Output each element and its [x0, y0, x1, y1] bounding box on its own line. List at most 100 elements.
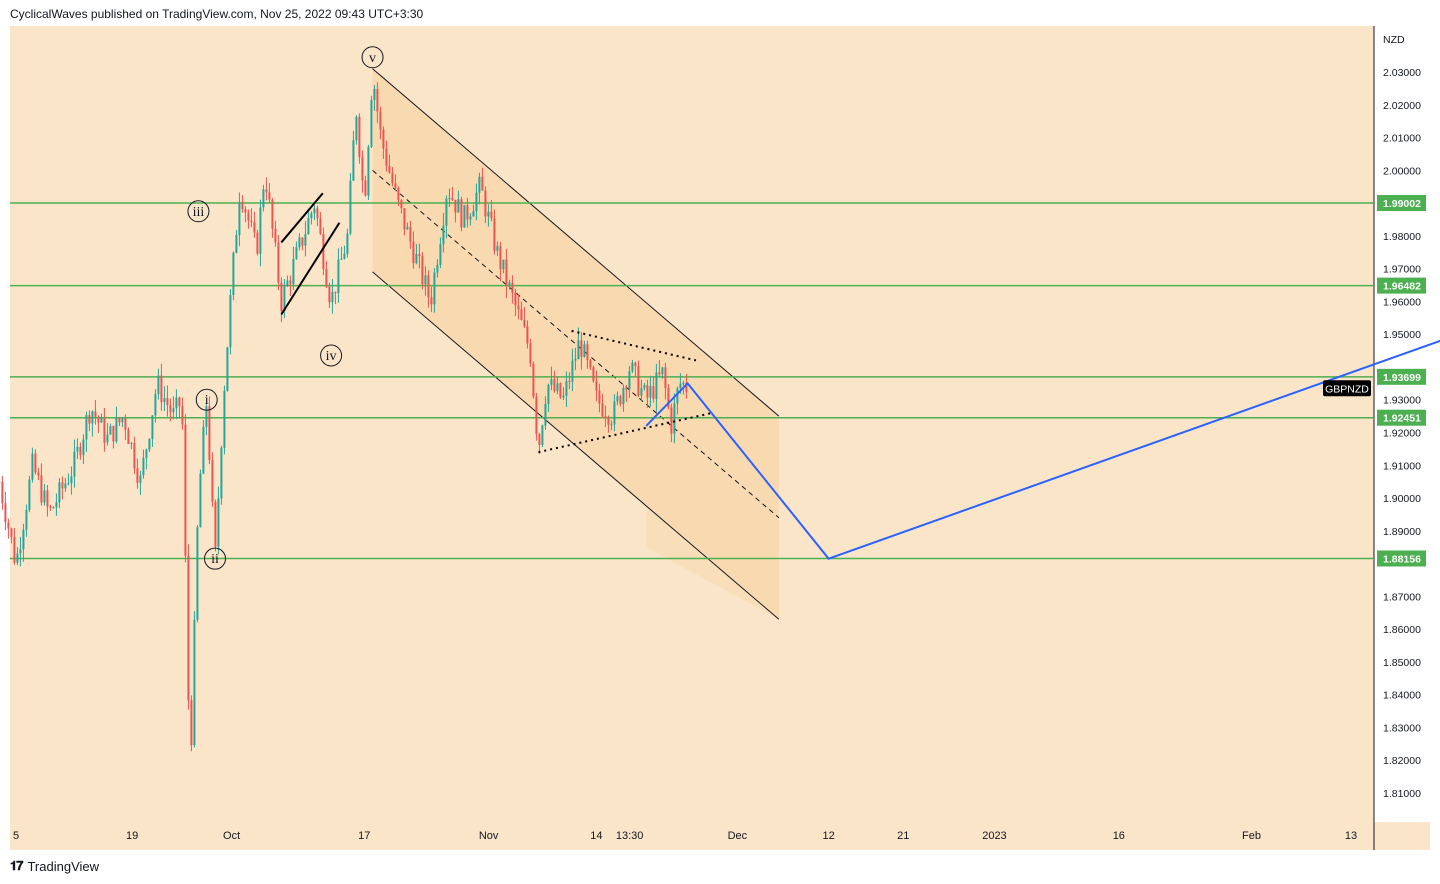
- candle-body: [409, 226, 412, 242]
- candle-body: [82, 439, 85, 456]
- candle-body: [490, 211, 493, 219]
- wedge-trend-line[interactable]: [280, 222, 341, 316]
- price-tick-label: 1.95000: [1383, 329, 1421, 341]
- candle-body: [286, 280, 289, 286]
- candle-body: [43, 490, 46, 503]
- candle-body: [217, 498, 220, 547]
- candle-body: [130, 442, 133, 444]
- price-level-tag[interactable]: [1377, 368, 1426, 385]
- projection-path[interactable]: [645, 334, 1440, 560]
- candle-body: [1, 481, 4, 504]
- candle-body: [202, 426, 205, 474]
- wave-label-circle: [195, 388, 218, 411]
- price-level-tag-label: 1.88156: [1383, 553, 1421, 565]
- time-tick-label: 16: [1113, 830, 1125, 842]
- candle-body: [151, 415, 154, 440]
- candle-body: [664, 367, 667, 389]
- candle-body: [568, 380, 571, 382]
- candle-body: [337, 259, 340, 294]
- candle-body: [682, 383, 685, 385]
- candle-body: [91, 411, 94, 424]
- candle-body: [247, 212, 250, 221]
- candle-body: [475, 192, 478, 212]
- candle-body: [397, 187, 400, 201]
- candle-body: [34, 453, 37, 473]
- channel-median-line[interactable]: [372, 169, 780, 519]
- price-tick-label: 1.96000: [1383, 296, 1421, 308]
- candle-body: [628, 371, 631, 390]
- candle-body: [241, 202, 244, 210]
- candle-body: [622, 387, 625, 405]
- time-axis-area[interactable]: [10, 822, 1430, 850]
- candle-body: [430, 297, 433, 305]
- time-tick-label: 14: [590, 830, 602, 842]
- price-level-tag[interactable]: [1377, 550, 1426, 567]
- candle-body: [70, 476, 73, 484]
- candle-body: [304, 234, 307, 246]
- price-level-tag-label: 1.99002: [1383, 198, 1421, 210]
- candle-body: [643, 385, 646, 389]
- candle-body: [238, 202, 241, 236]
- candle-body: [505, 259, 508, 286]
- candle-body: [523, 319, 526, 327]
- candle-body: [481, 176, 484, 191]
- candle-body: [385, 148, 388, 166]
- candle-body: [40, 475, 43, 503]
- price-level-tag[interactable]: [1377, 409, 1426, 426]
- candle-body: [478, 176, 481, 193]
- candle-body: [79, 446, 82, 456]
- candle-body: [298, 237, 301, 248]
- price-tick-label: 1.98000: [1383, 231, 1421, 243]
- candle-body: [124, 418, 127, 430]
- candle-body: [589, 360, 592, 368]
- candle-body: [295, 247, 298, 259]
- symbol-tag[interactable]: [1323, 380, 1371, 397]
- candle-body: [616, 396, 619, 402]
- candle-body: [118, 417, 121, 423]
- candle-body: [133, 442, 136, 469]
- candle-body: [250, 220, 253, 223]
- price-tick-label: 1.83000: [1383, 722, 1421, 734]
- candle-body: [187, 555, 190, 701]
- wedge-trend-line[interactable]: [280, 192, 324, 244]
- candle-body: [436, 264, 439, 273]
- candle-body: [55, 502, 58, 508]
- candle-body: [550, 379, 553, 385]
- candle-body: [586, 344, 589, 361]
- brand-name: TradingView: [27, 858, 100, 874]
- candle-body: [469, 216, 472, 220]
- candle-body: [382, 129, 385, 149]
- candle-body: [139, 475, 142, 483]
- wave-label-iii: iii: [193, 205, 205, 220]
- time-tick-label: 17: [358, 830, 370, 842]
- candle-body: [325, 269, 328, 287]
- candle-body: [364, 180, 367, 196]
- candle-body: [73, 451, 76, 477]
- candle-body: [352, 140, 355, 181]
- candle-body: [232, 252, 235, 295]
- price-tick-label: 1.82000: [1383, 755, 1421, 767]
- price-tick-label: 1.90000: [1383, 493, 1421, 505]
- candle-body: [526, 326, 529, 344]
- candle-body: [595, 381, 598, 391]
- candle-body: [676, 388, 679, 404]
- candle-body: [49, 506, 52, 508]
- candle-body: [346, 233, 349, 254]
- price-tick-label: 1.93000: [1383, 395, 1421, 407]
- candle-body: [613, 401, 616, 425]
- candle-body: [463, 205, 466, 228]
- channel-upper-line[interactable]: [372, 68, 780, 417]
- candle-body: [256, 232, 259, 254]
- candle-body: [292, 258, 295, 284]
- price-level-tag[interactable]: [1377, 195, 1426, 212]
- price-level-tag[interactable]: [1377, 277, 1426, 294]
- candle-body: [358, 116, 361, 158]
- candle-body: [388, 165, 391, 173]
- candle-body: [214, 501, 217, 547]
- channel-lower-line[interactable]: [372, 271, 780, 620]
- candle-body: [421, 256, 424, 285]
- candle-body: [211, 460, 214, 502]
- footer-brand[interactable]: 𝟏𝟕 TradingView: [10, 858, 99, 874]
- wave-label-circle: [361, 46, 384, 69]
